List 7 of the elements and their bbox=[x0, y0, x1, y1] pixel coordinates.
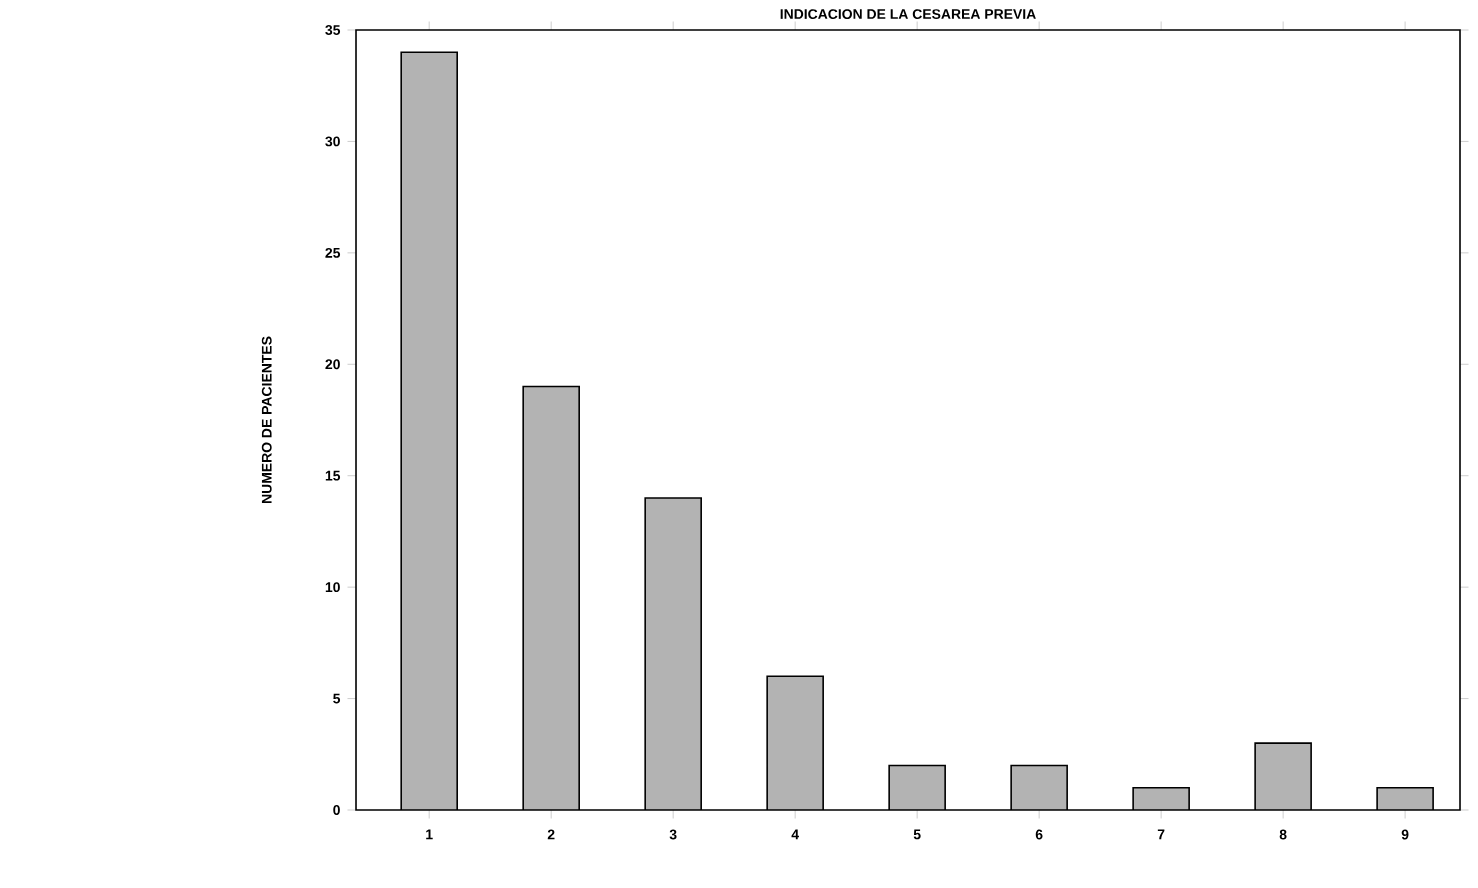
bar bbox=[888, 764, 946, 810]
bar bbox=[1010, 764, 1068, 810]
bar bbox=[644, 497, 702, 810]
bar bbox=[400, 51, 458, 810]
bar bbox=[1254, 742, 1312, 810]
bar bbox=[522, 385, 580, 810]
bar bbox=[766, 675, 824, 810]
